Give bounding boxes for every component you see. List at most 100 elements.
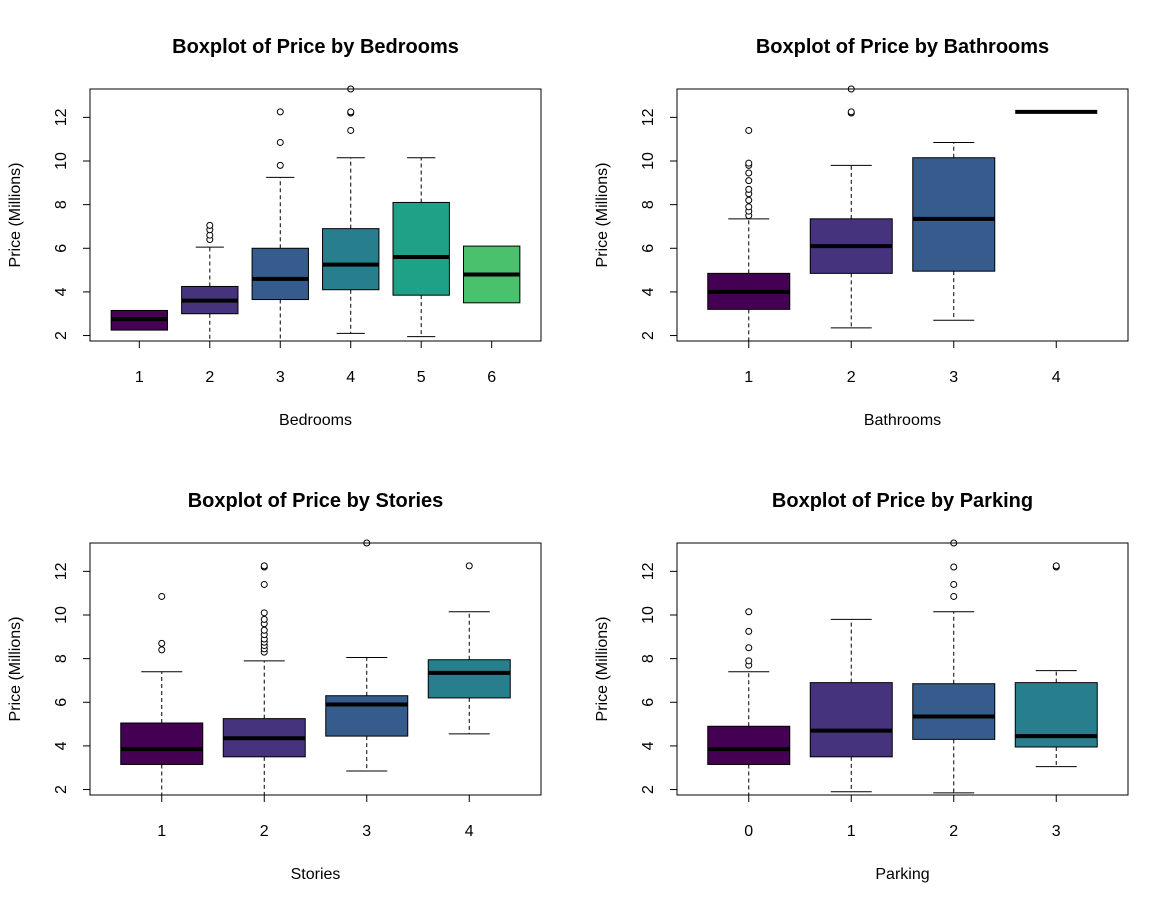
box-body — [392, 201, 450, 296]
x-tick-label: 0 — [744, 823, 753, 840]
x-tick-label: 1 — [744, 369, 753, 386]
y-tick-label: 2 — [53, 785, 70, 794]
box-1: 1 — [110, 309, 169, 386]
y-tick-label: 12 — [640, 108, 657, 126]
x-tick-label: 3 — [1052, 823, 1061, 840]
chart-title: Boxplot of Price by Parking — [772, 490, 1033, 512]
plot-frame — [89, 88, 542, 342]
chart-panel-2: Boxplot of Price by Stories Stories Price … — [7, 490, 542, 883]
outlier-point — [950, 563, 958, 571]
x-axis-label: Parking — [875, 866, 929, 883]
outlier-point — [260, 580, 268, 588]
y-tick-label: 8 — [640, 654, 657, 663]
x-tick-label: 3 — [362, 823, 371, 840]
outlier-point — [745, 177, 753, 185]
x-tick-label: 2 — [260, 823, 269, 840]
box-4: 4 — [322, 85, 380, 386]
outlier-point — [745, 159, 753, 167]
box-2: 2 — [181, 221, 239, 386]
y-tick-label: 10 — [53, 152, 70, 170]
outlier-point — [206, 221, 214, 229]
outlier-point — [745, 627, 753, 635]
y-tick-label: 8 — [53, 200, 70, 209]
y-tick-label: 4 — [53, 287, 70, 296]
box-body — [120, 722, 204, 765]
chart-panel-3: Boxplot of Price by Parking Parking Price … — [594, 490, 1129, 883]
box-body — [251, 247, 309, 301]
x-tick-label: 1 — [847, 823, 856, 840]
y-tick-label: 8 — [53, 654, 70, 663]
plot-frame — [89, 542, 542, 796]
box-3: 3 — [912, 141, 996, 386]
x-tick-label: 4 — [465, 823, 474, 840]
outlier-point — [158, 639, 166, 647]
x-tick-label: 6 — [487, 369, 496, 386]
outlier-point — [465, 562, 473, 570]
y-tick-label: 10 — [640, 606, 657, 624]
outlier-point — [260, 562, 268, 570]
box-4: 4 — [427, 562, 511, 840]
outlier-point — [276, 161, 284, 169]
box-6: 6 — [462, 245, 521, 386]
box-body — [707, 725, 791, 765]
plot-frame — [676, 88, 1129, 342]
y-tick-label: 12 — [53, 108, 70, 126]
box-body — [912, 157, 996, 272]
chart-panel-1: Boxplot of Price by Bathrooms Bathrooms Pr… — [594, 36, 1129, 429]
x-tick-label: 4 — [1052, 369, 1061, 386]
y-tick-label: 4 — [53, 741, 70, 750]
y-tick-label: 6 — [640, 244, 657, 253]
outlier-point — [276, 108, 284, 116]
outlier-point — [745, 657, 753, 665]
y-axis-label: Price (Millions) — [7, 163, 24, 268]
box-body — [325, 695, 409, 737]
y-tick-label: 8 — [640, 200, 657, 209]
box-body — [912, 683, 996, 740]
outlier-point — [745, 126, 753, 134]
outlier-point — [260, 615, 268, 623]
outlier-point — [745, 644, 753, 652]
box-2: 2 — [222, 562, 306, 840]
outlier-point — [745, 608, 753, 616]
box-body — [322, 228, 380, 291]
outlier-point — [847, 108, 855, 116]
outlier-point — [158, 646, 166, 654]
x-tick-label: 2 — [949, 823, 958, 840]
outlier-point — [745, 203, 753, 211]
box-1: 1 — [809, 618, 893, 840]
y-tick-label: 2 — [640, 331, 657, 340]
y-tick-label: 4 — [640, 287, 657, 296]
outlier-point — [158, 592, 166, 600]
outlier-point — [745, 196, 753, 204]
y-tick-label: 10 — [53, 606, 70, 624]
x-tick-label: 2 — [847, 369, 856, 386]
y-axis-label: Price (Millions) — [594, 617, 611, 722]
y-tick-label: 6 — [53, 698, 70, 707]
x-axis-label: Stories — [291, 866, 341, 883]
outlier-point — [276, 138, 284, 146]
x-tick-label: 5 — [417, 369, 426, 386]
outlier-point — [260, 626, 268, 634]
box-3: 3 — [1014, 562, 1098, 840]
box-2: 2 — [809, 85, 893, 386]
y-tick-label: 6 — [640, 698, 657, 707]
y-tick-label: 2 — [53, 331, 70, 340]
x-axis-label: Bedrooms — [279, 412, 352, 429]
box-1: 1 — [707, 126, 791, 386]
outlier-point — [950, 592, 958, 600]
outlier-point — [347, 126, 355, 134]
box-3: 3 — [325, 539, 409, 840]
outlier-point — [950, 580, 958, 588]
y-tick-label: 6 — [53, 244, 70, 253]
outlier-point — [1052, 562, 1060, 570]
x-tick-label: 1 — [135, 369, 144, 386]
outlier-point — [745, 169, 753, 177]
y-tick-label: 10 — [640, 152, 657, 170]
outlier-point — [260, 609, 268, 617]
y-axis-label: Price (Millions) — [594, 163, 611, 268]
chart-title: Boxplot of Price by Stories — [188, 490, 444, 512]
outlier-point — [347, 108, 355, 116]
box-5: 5 — [392, 157, 450, 386]
outlier-point — [745, 185, 753, 193]
